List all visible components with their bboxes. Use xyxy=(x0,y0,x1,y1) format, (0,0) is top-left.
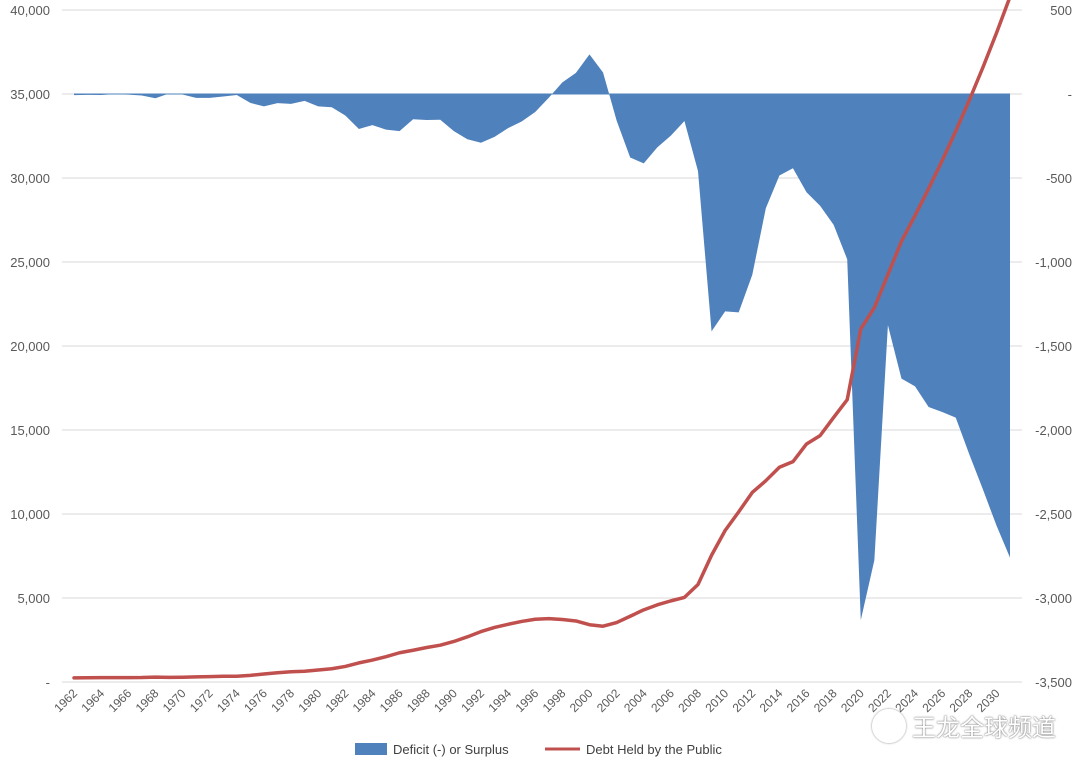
x-axis: 1962196419661968197019721974197619781980… xyxy=(51,686,1002,715)
deficit-area xyxy=(74,54,1010,621)
wechat-logo-icon xyxy=(872,708,906,743)
right-axis: -3,500-3,000-2,500-2,000-1,500-1,000-500… xyxy=(1035,3,1072,690)
x-tick-label: 1996 xyxy=(513,686,542,715)
right-tick-label: -1,000 xyxy=(1035,255,1072,270)
x-tick-label: 1992 xyxy=(458,686,487,715)
legend: Deficit (-) or Surplus Debt Held by the … xyxy=(355,742,722,757)
right-tick-label: -2,000 xyxy=(1035,423,1072,438)
legend-label-debt: Debt Held by the Public xyxy=(586,742,722,757)
right-tick-label: -3,500 xyxy=(1035,675,1072,690)
watermark: 王龙全球频道 xyxy=(872,708,1056,743)
left-tick-label: 35,000 xyxy=(10,87,50,102)
x-tick-label: 1962 xyxy=(51,686,80,715)
x-tick-label: 1972 xyxy=(187,686,216,715)
x-tick-label: 2020 xyxy=(838,686,867,715)
x-tick-label: 1984 xyxy=(350,686,379,715)
x-tick-label: 2006 xyxy=(648,686,677,715)
x-tick-label: 2000 xyxy=(567,686,596,715)
x-tick-label: 2018 xyxy=(811,686,840,715)
x-tick-label: 1994 xyxy=(485,686,514,715)
x-tick-label: 2008 xyxy=(675,686,704,715)
right-tick-label: -500 xyxy=(1046,171,1072,186)
x-tick-label: 1990 xyxy=(431,686,460,715)
x-tick-label: 1968 xyxy=(133,686,162,715)
x-tick-label: 2016 xyxy=(784,686,813,715)
x-tick-label: 1986 xyxy=(377,686,406,715)
x-tick-label: 1980 xyxy=(296,686,325,715)
x-tick-label: 2010 xyxy=(702,686,731,715)
left-tick-label: 25,000 xyxy=(10,255,50,270)
watermark-text: 王龙全球频道 xyxy=(912,714,1056,742)
right-tick-label: -3,000 xyxy=(1035,591,1072,606)
x-tick-label: 2002 xyxy=(594,686,623,715)
x-tick-label: 1988 xyxy=(404,686,433,715)
gridlines xyxy=(62,9,1022,683)
right-tick-label: 500 xyxy=(1050,3,1072,18)
x-tick-label: 1978 xyxy=(268,686,297,715)
right-tick-label: -2,500 xyxy=(1035,507,1072,522)
x-tick-label: 1998 xyxy=(540,686,569,715)
x-tick-label: 1982 xyxy=(323,686,352,715)
left-tick-label: 20,000 xyxy=(10,339,50,354)
legend-swatch-deficit xyxy=(355,743,387,755)
left-tick-label: 30,000 xyxy=(10,171,50,186)
left-axis: - 5,000 10,000 15,000 20,000 25,000 30,000 35,0… xyxy=(10,3,50,690)
right-tick-label: - xyxy=(1068,87,1072,102)
debt-line xyxy=(72,0,1011,680)
x-tick-label: 1976 xyxy=(241,686,270,715)
left-tick-label: 40,000 xyxy=(10,3,50,18)
x-tick-label: 1970 xyxy=(160,686,189,715)
x-tick-label: 2012 xyxy=(730,686,759,715)
debt-line-series xyxy=(72,0,1011,680)
left-tick-label: 10,000 xyxy=(10,507,50,522)
x-tick-label: 1964 xyxy=(78,686,107,715)
left-tick-label: 5,000 xyxy=(17,591,50,606)
right-tick-label: -1,500 xyxy=(1035,339,1072,354)
x-tick-label: 1966 xyxy=(106,686,135,715)
deficit-area-series xyxy=(74,54,1010,621)
left-tick-label: - xyxy=(46,675,50,690)
x-tick-label: 1974 xyxy=(214,686,243,715)
x-tick-label: 2004 xyxy=(621,686,650,715)
left-tick-label: 15,000 xyxy=(10,423,50,438)
x-tick-label: 2014 xyxy=(757,686,786,715)
legend-label-deficit: Deficit (-) or Surplus xyxy=(393,742,509,757)
